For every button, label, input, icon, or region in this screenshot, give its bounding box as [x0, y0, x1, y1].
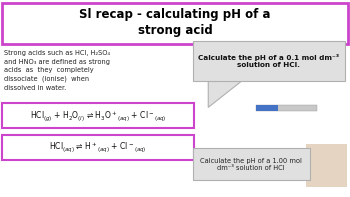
FancyBboxPatch shape: [193, 41, 345, 81]
FancyBboxPatch shape: [306, 144, 346, 187]
Text: Calculate the pH of a 0.1 mol dm⁻³
solution of HCl.: Calculate the pH of a 0.1 mol dm⁻³ solut…: [198, 54, 339, 68]
Text: HCl$_{(aq)}$ ⇌ H$^+$$_{(aq)}$ + Cl$^-$$_{(aq)}$: HCl$_{(aq)}$ ⇌ H$^+$$_{(aq)}$ + Cl$^-$$_…: [49, 140, 147, 154]
Text: Sl recap - calculating pH of a
strong acid: Sl recap - calculating pH of a strong ac…: [79, 8, 271, 37]
FancyBboxPatch shape: [193, 148, 310, 180]
Text: Strong acids such as HCl, H₂SO₄
and HNO₃ are defined as strong
acids  as  they  : Strong acids such as HCl, H₂SO₄ and HNO₃…: [4, 50, 110, 91]
Polygon shape: [208, 80, 243, 107]
Text: Calculate the pH of a 1.00 mol
dm⁻³ solution of HCl: Calculate the pH of a 1.00 mol dm⁻³ solu…: [200, 158, 302, 170]
FancyBboxPatch shape: [2, 135, 194, 160]
FancyBboxPatch shape: [256, 105, 278, 111]
FancyBboxPatch shape: [2, 3, 348, 44]
Text: HCl$_{(g)}$ + H$_2$O$_{(l)}$ ⇌ H$_3$O$^+$$_{(aq)}$ + Cl$^-$$_{(aq)}$: HCl$_{(g)}$ + H$_2$O$_{(l)}$ ⇌ H$_3$O$^+…: [30, 109, 166, 123]
FancyBboxPatch shape: [2, 103, 194, 128]
FancyBboxPatch shape: [256, 105, 317, 111]
